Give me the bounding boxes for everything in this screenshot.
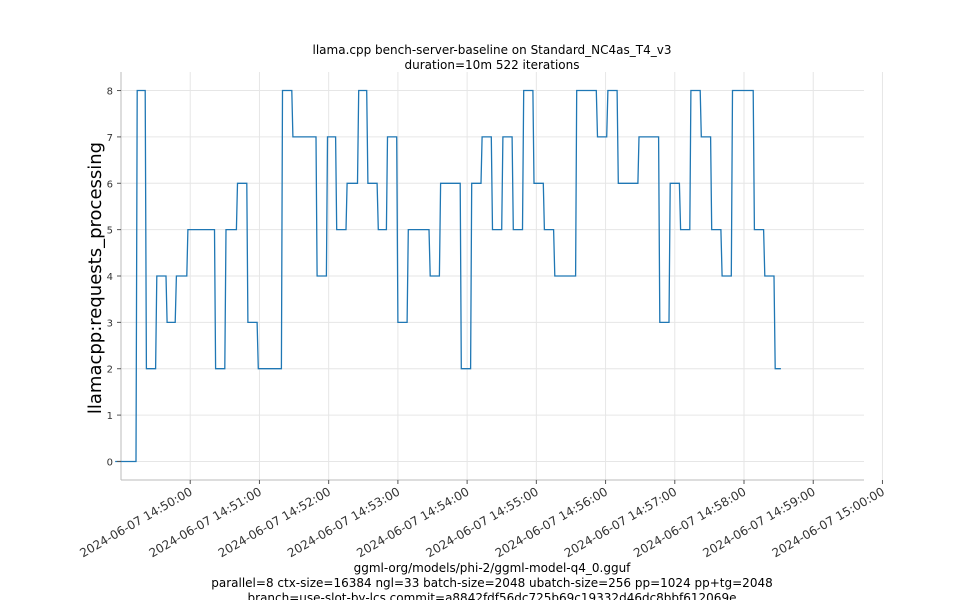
y-tick-label: 8 xyxy=(107,87,113,98)
footer-params: parallel=8 ctx-size=16384 ngl=33 batch-s… xyxy=(211,576,772,590)
x-tick-label: 2024-06-07 14:56:00 xyxy=(493,484,610,560)
footer-branch: branch=use-slot-by-lcs commit=a8842fdf56… xyxy=(248,591,737,600)
x-tick-label: 2024-06-07 14:59:00 xyxy=(700,484,817,560)
x-tick-label: 2024-06-07 14:51:00 xyxy=(147,484,264,560)
y-axis-label: llamacpp:requests_processing xyxy=(85,142,106,414)
y-tick-label: 0 xyxy=(107,457,113,468)
y-tick-label: 3 xyxy=(107,318,113,329)
x-tick-label: 2024-06-07 14:50:00 xyxy=(77,484,194,560)
chart-title: llama.cpp bench-server-baseline on Stand… xyxy=(313,43,672,57)
chart-subtitle: duration=10m 522 iterations xyxy=(405,58,580,72)
x-tick-label: 2024-06-07 14:55:00 xyxy=(423,484,540,560)
x-tick-label: 2024-06-07 14:52:00 xyxy=(216,484,333,560)
footer-model: ggml-org/models/phi-2/ggml-model-q4_0.gg… xyxy=(354,561,632,575)
y-tick-label: 6 xyxy=(107,179,113,190)
series-line-requests-processing xyxy=(115,89,781,463)
y-tick-label: 7 xyxy=(107,133,113,144)
x-tick-label: 2024-06-07 14:57:00 xyxy=(562,484,679,560)
y-tick-label: 1 xyxy=(107,411,113,422)
y-tick-label: 5 xyxy=(107,226,113,237)
y-tick-label: 2 xyxy=(107,365,113,376)
y-axis-ticks: 0 1 2 3 4 5 6 7 8 xyxy=(107,87,121,468)
x-tick-label: 2024-06-07 14:54:00 xyxy=(354,484,471,560)
series xyxy=(115,89,781,463)
x-tick-label: 2024-06-07 15:00:00 xyxy=(770,484,887,560)
x-tick-label: 2024-06-07 14:58:00 xyxy=(631,484,748,560)
y-tick-label: 4 xyxy=(107,272,113,283)
x-tick-label: 2024-06-07 14:53:00 xyxy=(285,484,402,560)
